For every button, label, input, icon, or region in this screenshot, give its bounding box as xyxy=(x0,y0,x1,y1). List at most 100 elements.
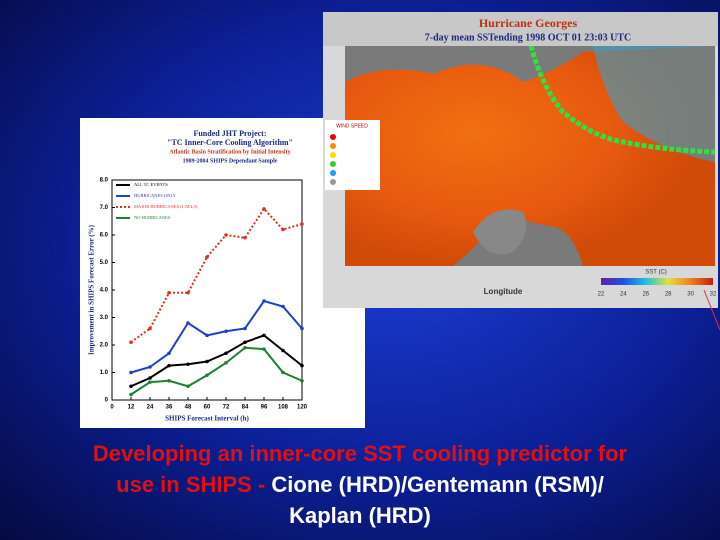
series-point xyxy=(148,326,152,331)
y-tick-label: 2.0 xyxy=(100,343,109,349)
x-tick-label: 60 xyxy=(204,405,211,411)
series-point xyxy=(224,361,228,365)
series-point xyxy=(281,348,285,353)
y-tick-label: 3.0 xyxy=(100,315,109,321)
yucatan xyxy=(473,209,527,255)
series-point xyxy=(224,329,228,334)
series-point xyxy=(148,376,152,380)
series-point xyxy=(186,384,190,389)
chart-title: Funded JHT Project: xyxy=(193,129,266,138)
caption-line: use in SHIPS - Cione (HRD)/Gentemann (RS… xyxy=(0,469,720,500)
series-point xyxy=(300,363,304,368)
storm-track xyxy=(525,31,716,155)
caption-white: Cione (HRD)/Gentemann (RSM)/ xyxy=(271,472,604,497)
legend-label: ALL TC EVENTS xyxy=(134,182,168,187)
series-point xyxy=(262,333,266,338)
series-point xyxy=(262,207,266,211)
series-point xyxy=(243,345,247,350)
title-band xyxy=(323,12,718,46)
series-point xyxy=(300,378,304,383)
y-tick-label: 5.0 xyxy=(100,260,109,266)
series-line xyxy=(130,346,303,396)
colorbar-tick-label: 24 xyxy=(620,292,627,298)
series-point xyxy=(224,351,228,356)
map-figure: Hurricane Georges 7-day mean SSTending 1… xyxy=(323,12,718,308)
series-point xyxy=(148,380,152,384)
legend-label: MAJOR HURRICANES (CAT4,5) xyxy=(134,204,198,210)
caption-red: use in SHIPS - xyxy=(116,472,272,497)
series-point xyxy=(300,222,304,226)
y-tick-label: 6.0 xyxy=(100,233,109,239)
series-point xyxy=(243,235,247,240)
series-line xyxy=(130,334,303,388)
colorbar-label: SST (C) xyxy=(645,270,667,276)
x-tick-label: 12 xyxy=(128,405,135,411)
chart-title: "TC Inner-Core Cooling Algorithm" xyxy=(167,138,293,147)
series-point xyxy=(129,370,133,375)
map-xlabel: Longitude xyxy=(484,287,523,296)
series-point xyxy=(186,362,190,367)
y-axis-label: Improvement in SHIPS Forecast Error (%) xyxy=(88,224,96,355)
series-point xyxy=(262,299,266,303)
series-point xyxy=(186,321,190,325)
series-point xyxy=(129,340,133,345)
series-point xyxy=(167,290,171,295)
colorbar xyxy=(601,278,713,285)
legend-label: NO HURRICANES xyxy=(134,215,171,220)
series-point xyxy=(167,351,171,356)
x-axis-label: SHIPS Forecast Interval (h) xyxy=(165,415,249,423)
caption-line: Kaplan (HRD) xyxy=(289,503,431,528)
series-point xyxy=(205,373,209,378)
series-point xyxy=(205,359,209,364)
map-subtitle: 7-day mean SSTending 1998 OCT 01 23:03 U… xyxy=(425,32,631,43)
series-point xyxy=(300,326,304,331)
x-tick-label: 108 xyxy=(278,405,289,411)
series-point xyxy=(281,370,285,375)
series-point xyxy=(167,378,171,383)
x-tick-label: 84 xyxy=(242,405,249,411)
series-point xyxy=(129,392,133,397)
caption-line: Developing an inner-core SST cooling pre… xyxy=(92,441,628,466)
series-point xyxy=(186,290,190,295)
wind-legend-title: WIND SPEED xyxy=(336,123,368,129)
colorbar-tick-label: 32 xyxy=(710,292,717,298)
x-tick-label: 0 xyxy=(110,405,114,411)
y-tick-label: 4.0 xyxy=(100,288,109,294)
colorbar-tick-label: 26 xyxy=(642,292,649,298)
series-point xyxy=(243,340,247,345)
y-tick-label: 7.0 xyxy=(100,205,109,211)
x-tick-label: 48 xyxy=(185,405,192,411)
caption: Developing an inner-core SST cooling pre… xyxy=(0,438,720,531)
series-point xyxy=(224,233,228,237)
chart-title: 1989-2004 SHIPS Dependant Sample xyxy=(183,158,278,164)
series-line xyxy=(130,299,303,374)
colorbar-tick-label: 22 xyxy=(598,292,605,298)
colorbar-tick-label: 28 xyxy=(665,292,672,298)
x-tick-label: 120 xyxy=(297,405,308,411)
series-point xyxy=(281,227,285,232)
x-tick-label: 72 xyxy=(223,405,230,411)
series-point xyxy=(205,333,209,338)
series-point xyxy=(281,304,285,309)
series-line xyxy=(130,207,303,344)
atlantic xyxy=(593,46,715,162)
y-tick-label: 1.0 xyxy=(100,370,109,376)
colorbar-tick-label: 30 xyxy=(687,292,694,298)
series-point xyxy=(167,363,171,368)
y-tick-label: 0 xyxy=(105,398,109,404)
series-point xyxy=(148,365,152,369)
x-tick-label: 24 xyxy=(147,405,154,411)
series-point xyxy=(129,384,133,389)
map-title: Hurricane Georges xyxy=(479,16,578,30)
legend-label: HURRICANES ONLY xyxy=(134,193,177,198)
x-tick-label: 36 xyxy=(166,405,173,411)
x-tick-label: 96 xyxy=(261,405,268,411)
figure-bg xyxy=(80,118,365,428)
series-point xyxy=(262,347,266,351)
series-point xyxy=(205,255,209,259)
chart-figure: Funded JHT Project:"TC Inner-Core Coolin… xyxy=(80,118,365,428)
chart-title: Atlantic Basin Stratification by Initial… xyxy=(169,149,290,155)
y-tick-label: 8.0 xyxy=(100,178,109,184)
series-point xyxy=(243,326,247,331)
